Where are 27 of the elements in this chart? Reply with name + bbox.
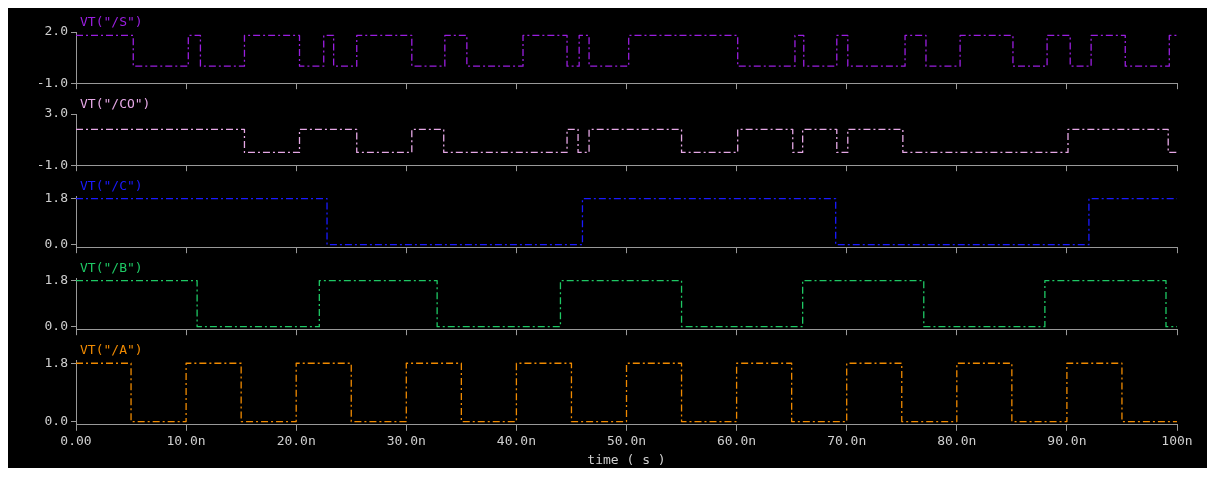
y-tick-label: 0.0 — [44, 236, 68, 252]
x-tick-label: 50.0n — [606, 432, 647, 448]
series-label: VT("/C") — [80, 177, 143, 193]
x-tick-label: 30.0n — [386, 432, 426, 448]
y-tick-label: -1.0 — [36, 156, 68, 172]
x-tick-label: 60.0n — [717, 432, 757, 448]
y-tick-label: 2.0 — [44, 23, 68, 39]
y-tick-label: 0.0 — [44, 318, 68, 334]
series-label: VT("/S") — [80, 13, 143, 29]
x-tick-label: 0.00 — [60, 432, 92, 448]
x-tick-label: 90.0n — [1047, 432, 1087, 448]
y-tick-label: 1.8 — [44, 271, 68, 287]
x-axis-title: time ( s ) — [587, 451, 666, 467]
y-tick-label: 1.8 — [44, 189, 68, 205]
x-tick-label: 100n — [1161, 432, 1193, 448]
y-tick-label: 0.0 — [44, 412, 68, 428]
x-tick-label: 80.0n — [937, 432, 977, 448]
series-label: VT("/A") — [80, 341, 143, 357]
x-tick-label: 10.0n — [166, 432, 206, 448]
x-tick-label: 20.0n — [276, 432, 316, 448]
y-tick-label: 1.8 — [44, 354, 68, 370]
y-tick-label: 3.0 — [44, 105, 68, 121]
x-tick-label: 40.0n — [496, 432, 536, 448]
series-label: VT("/B") — [80, 259, 143, 275]
y-tick-label: -1.0 — [36, 74, 68, 90]
x-tick-label: 70.0n — [827, 432, 867, 448]
series-label: VT("/CO") — [80, 95, 151, 111]
